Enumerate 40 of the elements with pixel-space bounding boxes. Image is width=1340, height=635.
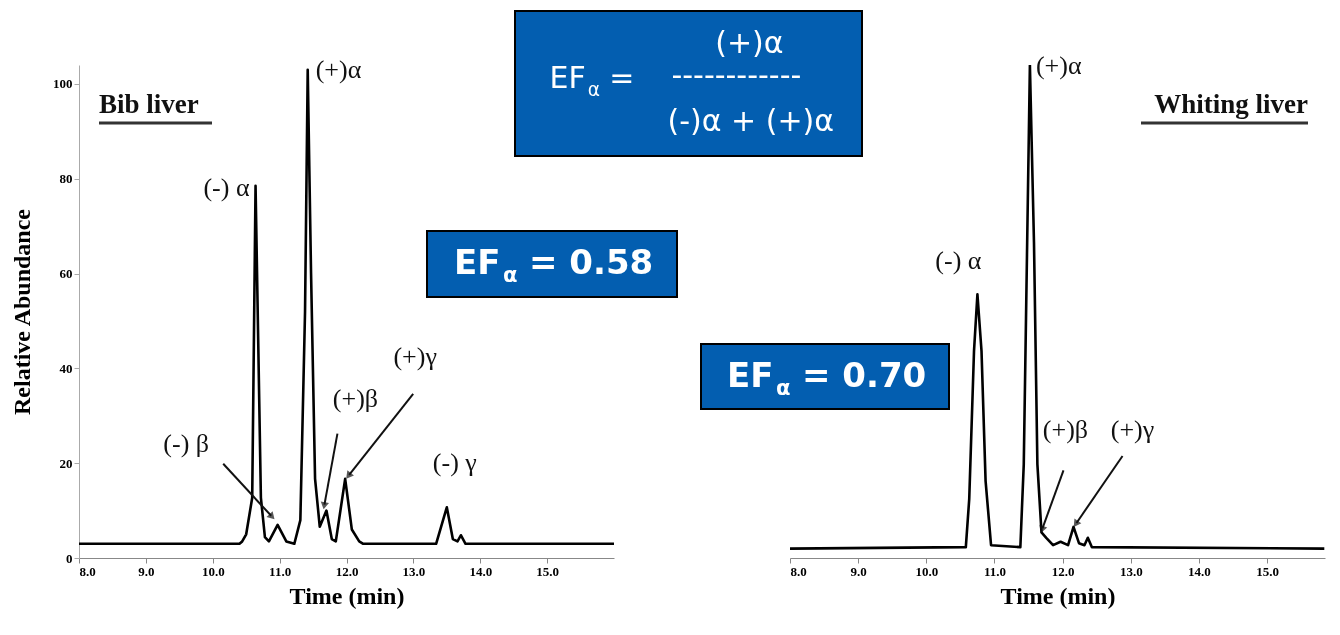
annotation: ------------ <box>671 57 802 92</box>
annotation: (+)α <box>1035 51 1082 80</box>
y-tick-label: 20 <box>59 455 73 471</box>
annotation: (+)β <box>332 383 379 413</box>
y-tick-label: 60 <box>59 266 73 282</box>
annotation: (-) β <box>163 428 210 458</box>
x-tick-label: 10.0 <box>915 563 939 579</box>
text: (+)α <box>715 25 784 60</box>
x-tick-label: 14.0 <box>469 563 493 579</box>
x-tick-label: 15.0 <box>536 563 559 579</box>
annotation: (-) α <box>935 246 982 276</box>
annotation: (+)α <box>315 54 362 84</box>
y-axis-title: Relative Abundance <box>9 208 35 416</box>
y-tick-label: 40 <box>59 360 73 376</box>
x-tick-label: 8.0 <box>79 563 96 579</box>
x-tick-label: 11.0 <box>269 563 292 579</box>
annotation: (-) α <box>203 172 250 202</box>
x-tick-label: 14.0 <box>1188 563 1211 579</box>
annotation: (-)α + (+)α <box>667 103 835 138</box>
annotation: (+)γ <box>1110 414 1155 444</box>
y-tick-label: 100 <box>53 76 73 92</box>
x-tick-label: 12.0 <box>1051 563 1075 579</box>
y-tick-label: 0 <box>66 550 73 566</box>
annotation: (+)β <box>1042 415 1089 445</box>
x-tick-label: 8.0 <box>790 563 807 579</box>
x-axis-title: Time (min) <box>1000 582 1116 609</box>
x-tick-label: 12.0 <box>335 563 359 579</box>
x-tick-label: 13.0 <box>402 563 426 579</box>
x-tick-label: 15.0 <box>1256 563 1279 579</box>
annotation: (-) γ <box>432 448 477 478</box>
x-tick-label: 11.0 <box>983 563 1006 579</box>
text: Whiting liver <box>1154 89 1309 119</box>
x-tick-label: 13.0 <box>1119 563 1143 579</box>
annotation: (+)γ <box>393 341 437 371</box>
x-axis-title: Time (min) <box>289 582 405 609</box>
x-tick-label: 9.0 <box>138 563 155 579</box>
x-tick-label: 9.0 <box>850 563 867 579</box>
y-tick-label: 80 <box>59 171 73 187</box>
text: Bib liver <box>99 89 199 119</box>
x-tick-label: 10.0 <box>201 563 225 579</box>
